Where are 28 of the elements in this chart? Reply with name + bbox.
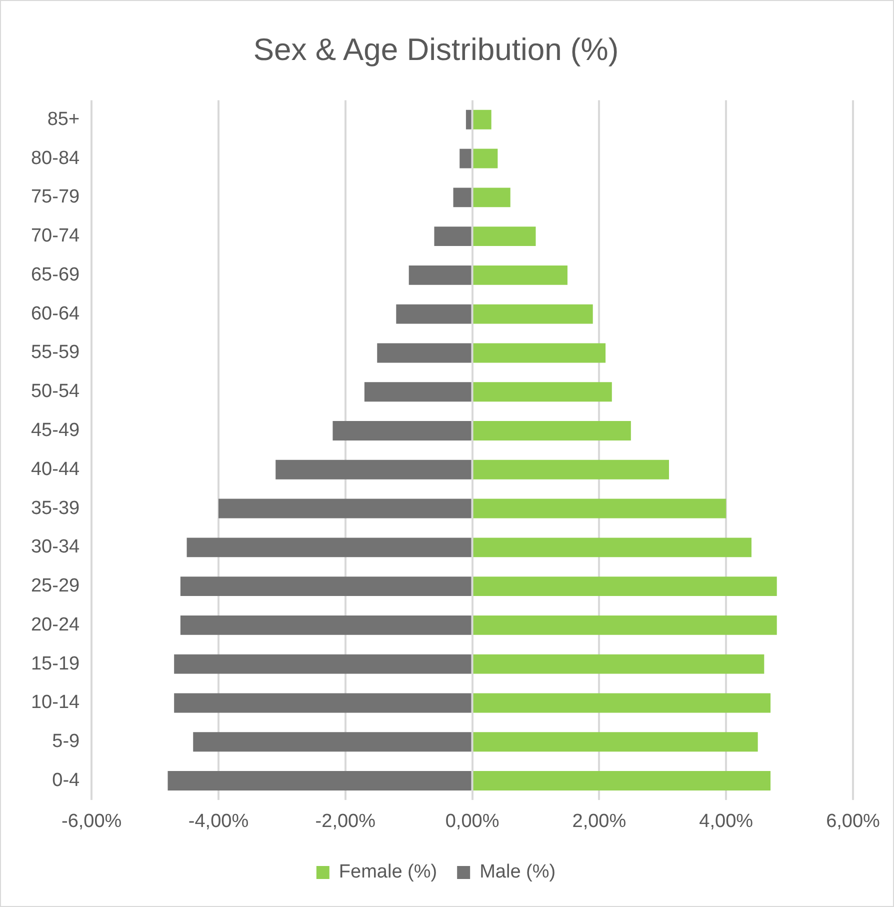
legend-label: Female (%) bbox=[338, 862, 438, 883]
legend-label: Male (%) bbox=[480, 862, 556, 883]
y-tick-label: 30-34 bbox=[30, 536, 80, 558]
x-tick-label: 6,00% bbox=[826, 810, 880, 832]
y-tick-label: 70-74 bbox=[30, 226, 80, 247]
y-tick-label: 75-79 bbox=[30, 186, 80, 208]
x-tick-label: 0,00% bbox=[445, 810, 500, 832]
x-tick-label: 2,00% bbox=[572, 810, 626, 832]
x-tick-label: 4,00% bbox=[699, 810, 754, 832]
y-tick-label: 20-24 bbox=[30, 614, 80, 636]
y-tick-label: 45-49 bbox=[30, 420, 80, 441]
y-tick-label: 65-69 bbox=[30, 264, 80, 286]
y-tick-label: 50-54 bbox=[30, 381, 80, 402]
x-tick-label: -2,00% bbox=[315, 810, 376, 832]
y-tick-label: 35-39 bbox=[30, 498, 80, 519]
y-tick-label: 5-9 bbox=[52, 731, 80, 752]
y-tick-label: 25-29 bbox=[30, 576, 80, 597]
y-tick-label: 40-44 bbox=[30, 458, 80, 480]
x-tick-label: -6,00% bbox=[61, 810, 122, 832]
y-tick-label: 0-4 bbox=[52, 770, 80, 791]
x-tick-label: -4,00% bbox=[188, 810, 249, 832]
y-tick-label: 15-19 bbox=[30, 653, 80, 674]
y-tick-label: 80-84 bbox=[30, 148, 80, 169]
y-tick-label: 85+ bbox=[47, 108, 80, 130]
y-tick-label: 55-59 bbox=[30, 342, 80, 364]
y-tick-label: 10-14 bbox=[30, 692, 80, 714]
chart-title: Sex & Age Distribution (%) bbox=[253, 32, 619, 68]
y-tick-label: 60-64 bbox=[30, 303, 80, 324]
